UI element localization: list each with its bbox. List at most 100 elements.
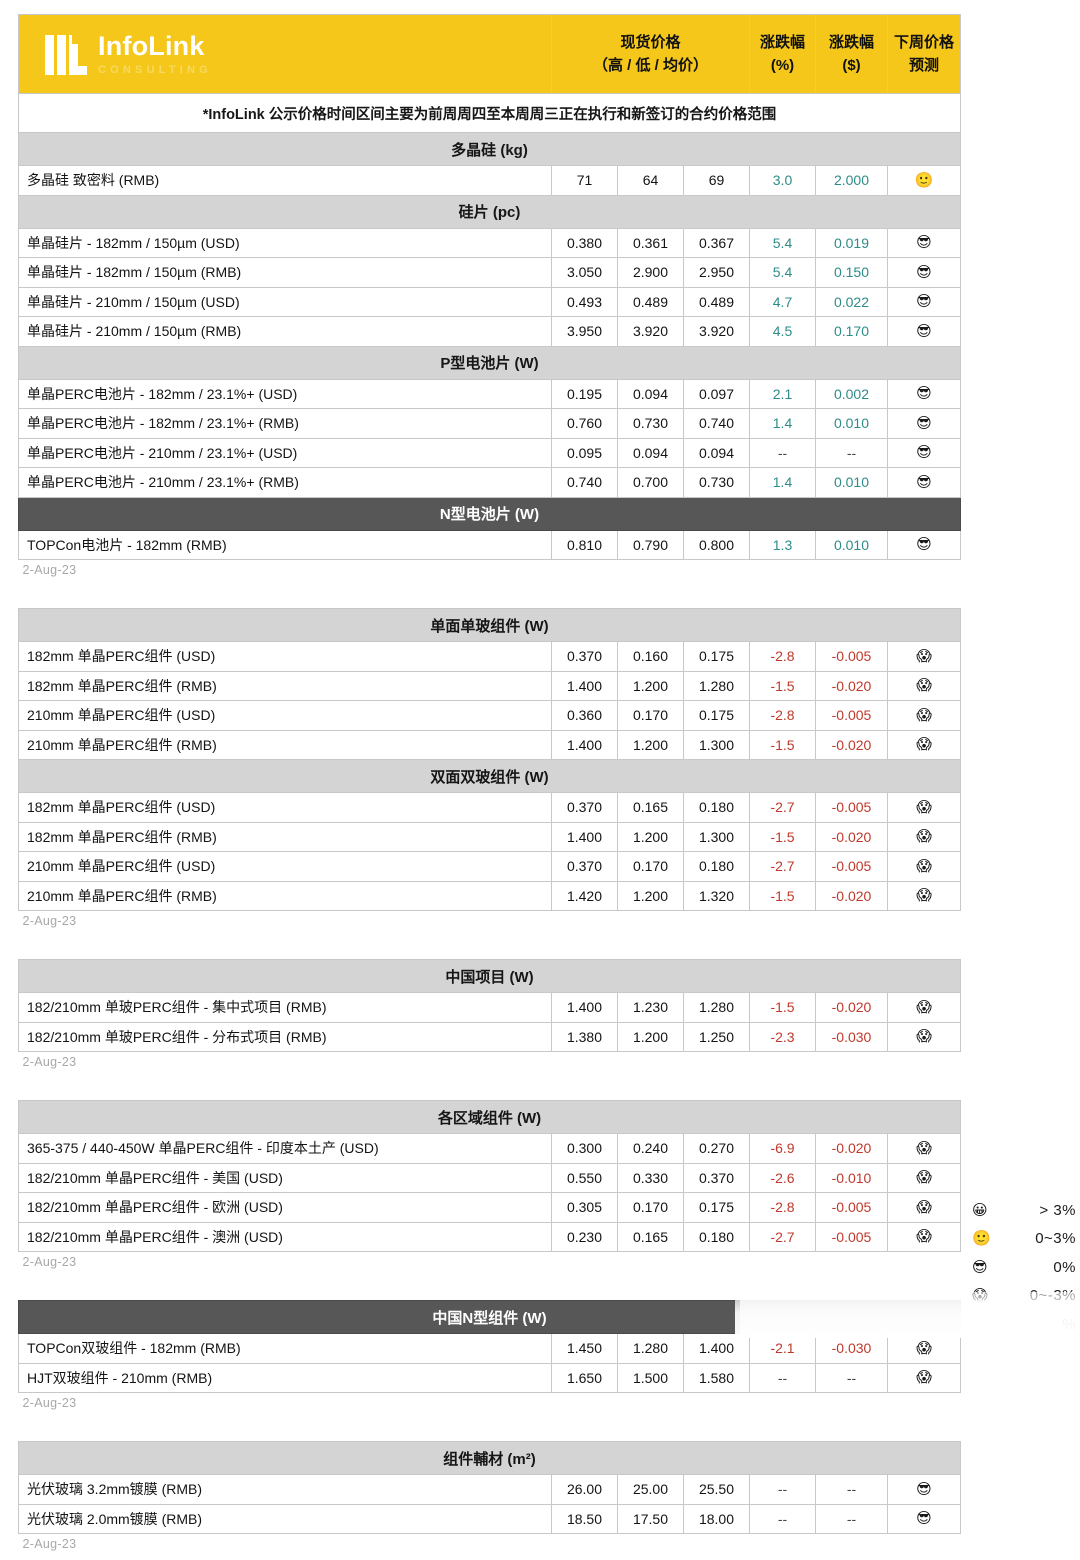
brand-name: InfoLink xyxy=(98,33,212,60)
change-usd: -- xyxy=(816,438,888,468)
change-usd: 0.150 xyxy=(816,258,888,288)
change-percent: -- xyxy=(750,1363,816,1393)
forecast-face-icon: 🙂 xyxy=(888,166,961,196)
price-low: 1.200 xyxy=(618,822,684,852)
price-high: 3.950 xyxy=(552,317,618,347)
change-percent: -1.5 xyxy=(750,671,816,701)
change-percent: -1.5 xyxy=(750,822,816,852)
date-caption-cell: 2-Aug-23 xyxy=(19,911,961,960)
forecast-face-icon: 😱 xyxy=(888,730,961,760)
change-percent: -2.8 xyxy=(750,701,816,731)
price-low: 0.240 xyxy=(618,1134,684,1164)
price-high: 1.400 xyxy=(552,822,618,852)
price-avg: 1.400 xyxy=(684,1334,750,1364)
change-percent: -2.1 xyxy=(750,1334,816,1364)
forecast-face-icon: 😎 xyxy=(888,530,961,560)
price-high: 3.050 xyxy=(552,258,618,288)
legend-row: 😱0~-3% xyxy=(972,1282,1080,1311)
price-low: 17.50 xyxy=(618,1504,684,1534)
price-high: 71 xyxy=(552,166,618,196)
price-high: 0.360 xyxy=(552,701,618,731)
date-caption: 2-Aug-23 xyxy=(23,1255,77,1269)
price-avg: 1.280 xyxy=(684,671,750,701)
price-high: 1.400 xyxy=(552,671,618,701)
infolink-logo-icon xyxy=(43,31,89,77)
price-high: 1.420 xyxy=(552,881,618,911)
forecast-face-icon: 😱 xyxy=(888,793,961,823)
section-header: P型电池片 (W) xyxy=(19,346,961,379)
change-usd: 0.170 xyxy=(816,317,888,347)
row-label: 210mm 单晶PERC组件 (RMB) xyxy=(19,730,552,760)
change-percent: -1.5 xyxy=(750,993,816,1023)
price-avg: 1.580 xyxy=(684,1363,750,1393)
forecast-face-icon: 😱 xyxy=(888,822,961,852)
price-low: 1.200 xyxy=(618,730,684,760)
price-low: 1.200 xyxy=(618,671,684,701)
price-high: 0.300 xyxy=(552,1134,618,1164)
change-usd: 0.010 xyxy=(816,530,888,560)
legend-face-icon: 🙂 xyxy=(972,1231,998,1246)
change-percent: -- xyxy=(750,438,816,468)
row-label: 光伏玻璃 3.2mm镀膜 (RMB) xyxy=(19,1475,552,1505)
forecast-face-icon: 😎 xyxy=(888,317,961,347)
change-usd: -0.020 xyxy=(816,671,888,701)
row-label: 210mm 单晶PERC组件 (USD) xyxy=(19,701,552,731)
price-low: 1.230 xyxy=(618,993,684,1023)
row-label: 182mm 单晶PERC组件 (RMB) xyxy=(19,671,552,701)
row-label: 182/210mm 单晶PERC组件 - 欧洲 (USD) xyxy=(19,1193,552,1223)
change-percent: 3.0 xyxy=(750,166,816,196)
col-header-forecast-line1: 下周价格 xyxy=(888,31,960,54)
change-usd: -0.005 xyxy=(816,793,888,823)
forecast-face-icon: 😎 xyxy=(888,409,961,439)
row-label: 单晶硅片 - 210mm / 150µm (USD) xyxy=(19,287,552,317)
legend-row: 🙂0~3% xyxy=(972,1225,1080,1254)
change-usd: 0.002 xyxy=(816,379,888,409)
col-header-forecast: 下周价格预测 xyxy=(888,15,961,94)
date-caption: 2-Aug-23 xyxy=(23,914,77,928)
forecast-face-icon: 😎 xyxy=(888,228,961,258)
price-low: 0.170 xyxy=(618,852,684,882)
row-label: 182/210mm 单晶PERC组件 - 澳洲 (USD) xyxy=(19,1222,552,1252)
price-high: 0.370 xyxy=(552,852,618,882)
col-header-spot-price-line2: （高 / 低 / 均价） xyxy=(552,54,749,77)
change-percent: -2.7 xyxy=(750,1222,816,1252)
price-low: 0.489 xyxy=(618,287,684,317)
change-percent: -2.7 xyxy=(750,793,816,823)
change-percent: -- xyxy=(750,1475,816,1505)
price-avg: 0.270 xyxy=(684,1134,750,1164)
price-high: 1.450 xyxy=(552,1334,618,1364)
legend: 😀> 3%🙂0~3%😎0%😱0~-3%😭% xyxy=(972,1196,1080,1339)
price-high: 0.095 xyxy=(552,438,618,468)
price-high: 0.740 xyxy=(552,468,618,498)
row-label: HJT双玻组件 - 210mm (RMB) xyxy=(19,1363,552,1393)
price-avg: 1.320 xyxy=(684,881,750,911)
forecast-face-icon: 😎 xyxy=(888,1475,961,1505)
col-header-spot-price-line1: 现货价格 xyxy=(552,31,749,54)
change-percent: -1.5 xyxy=(750,881,816,911)
row-label: 182/210mm 单玻PERC组件 - 集中式项目 (RMB) xyxy=(19,993,552,1023)
change-usd: -- xyxy=(816,1363,888,1393)
price-low: 0.165 xyxy=(618,793,684,823)
brand-logo: InfoLink CONSULTING xyxy=(19,31,551,77)
legend-label: 0~-3% xyxy=(998,1287,1080,1304)
brand-tagline: CONSULTING xyxy=(98,65,212,76)
price-avg: 0.094 xyxy=(684,438,750,468)
price-avg: 1.280 xyxy=(684,993,750,1023)
date-caption-cell: 2-Aug-23 xyxy=(19,560,961,609)
change-percent: -2.7 xyxy=(750,852,816,882)
forecast-face-icon: 😱 xyxy=(888,1334,961,1364)
forecast-face-icon: 😎 xyxy=(888,258,961,288)
change-percent: 4.5 xyxy=(750,317,816,347)
section-header: 组件輔材 (m²) xyxy=(19,1442,961,1475)
price-avg: 0.175 xyxy=(684,642,750,672)
